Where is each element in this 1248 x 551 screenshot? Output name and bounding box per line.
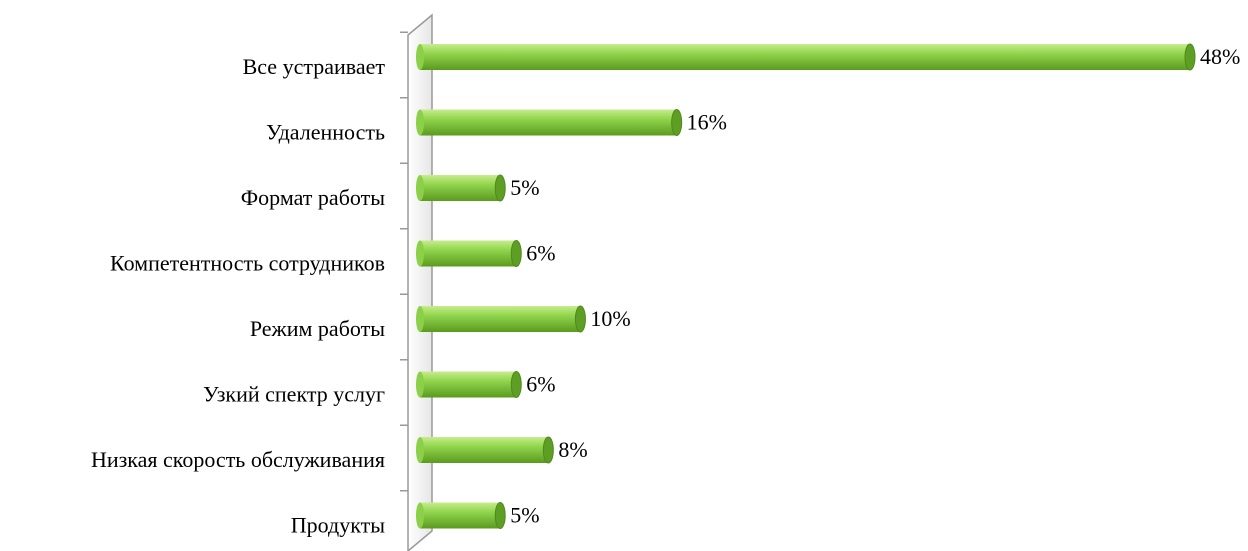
value-label: 10% <box>590 306 630 331</box>
value-label: 8% <box>558 437 587 462</box>
bar-start-cap <box>416 109 424 136</box>
category-label: Компетентность сотрудников <box>110 251 385 276</box>
category-label: Узкий спектр услуг <box>203 382 385 407</box>
bar <box>420 44 1190 70</box>
category-label: Формат работы <box>241 185 385 210</box>
bar <box>420 109 677 136</box>
bar-end-cap <box>574 305 586 333</box>
bar <box>420 175 501 201</box>
bar-end-cap <box>671 109 683 136</box>
value-label: 6% <box>526 241 555 266</box>
bar-end-cap <box>542 436 554 464</box>
bar-start-cap <box>416 44 424 70</box>
bar-start-cap <box>416 175 424 201</box>
value-label: 5% <box>510 175 539 200</box>
bar-end-cap <box>494 174 506 202</box>
bar-end-cap <box>510 371 522 398</box>
bar <box>420 437 549 463</box>
bar <box>420 306 581 332</box>
category-label: Все устраивает <box>243 54 386 79</box>
bar-end-cap <box>494 502 506 529</box>
bar-start-cap <box>416 437 424 463</box>
value-label: 5% <box>510 503 539 528</box>
bar-start-cap <box>416 502 424 529</box>
bar <box>420 502 501 529</box>
axis-wall <box>407 13 433 551</box>
bar <box>420 371 517 398</box>
category-label: Продукты <box>291 513 385 538</box>
bar-start-cap <box>416 240 424 267</box>
bar-start-cap <box>416 306 424 332</box>
bar-end-cap <box>1184 43 1196 71</box>
value-label: 16% <box>687 110 727 135</box>
value-label: 48% <box>1200 44 1240 69</box>
category-label: Низкая скорость обслуживания <box>91 447 385 472</box>
bar-end-cap <box>510 240 522 267</box>
bar <box>420 240 517 267</box>
category-label: Удаленность <box>266 120 385 145</box>
value-label: 6% <box>526 372 555 397</box>
bar-start-cap <box>416 371 424 398</box>
category-label: Режим работы <box>250 316 385 341</box>
